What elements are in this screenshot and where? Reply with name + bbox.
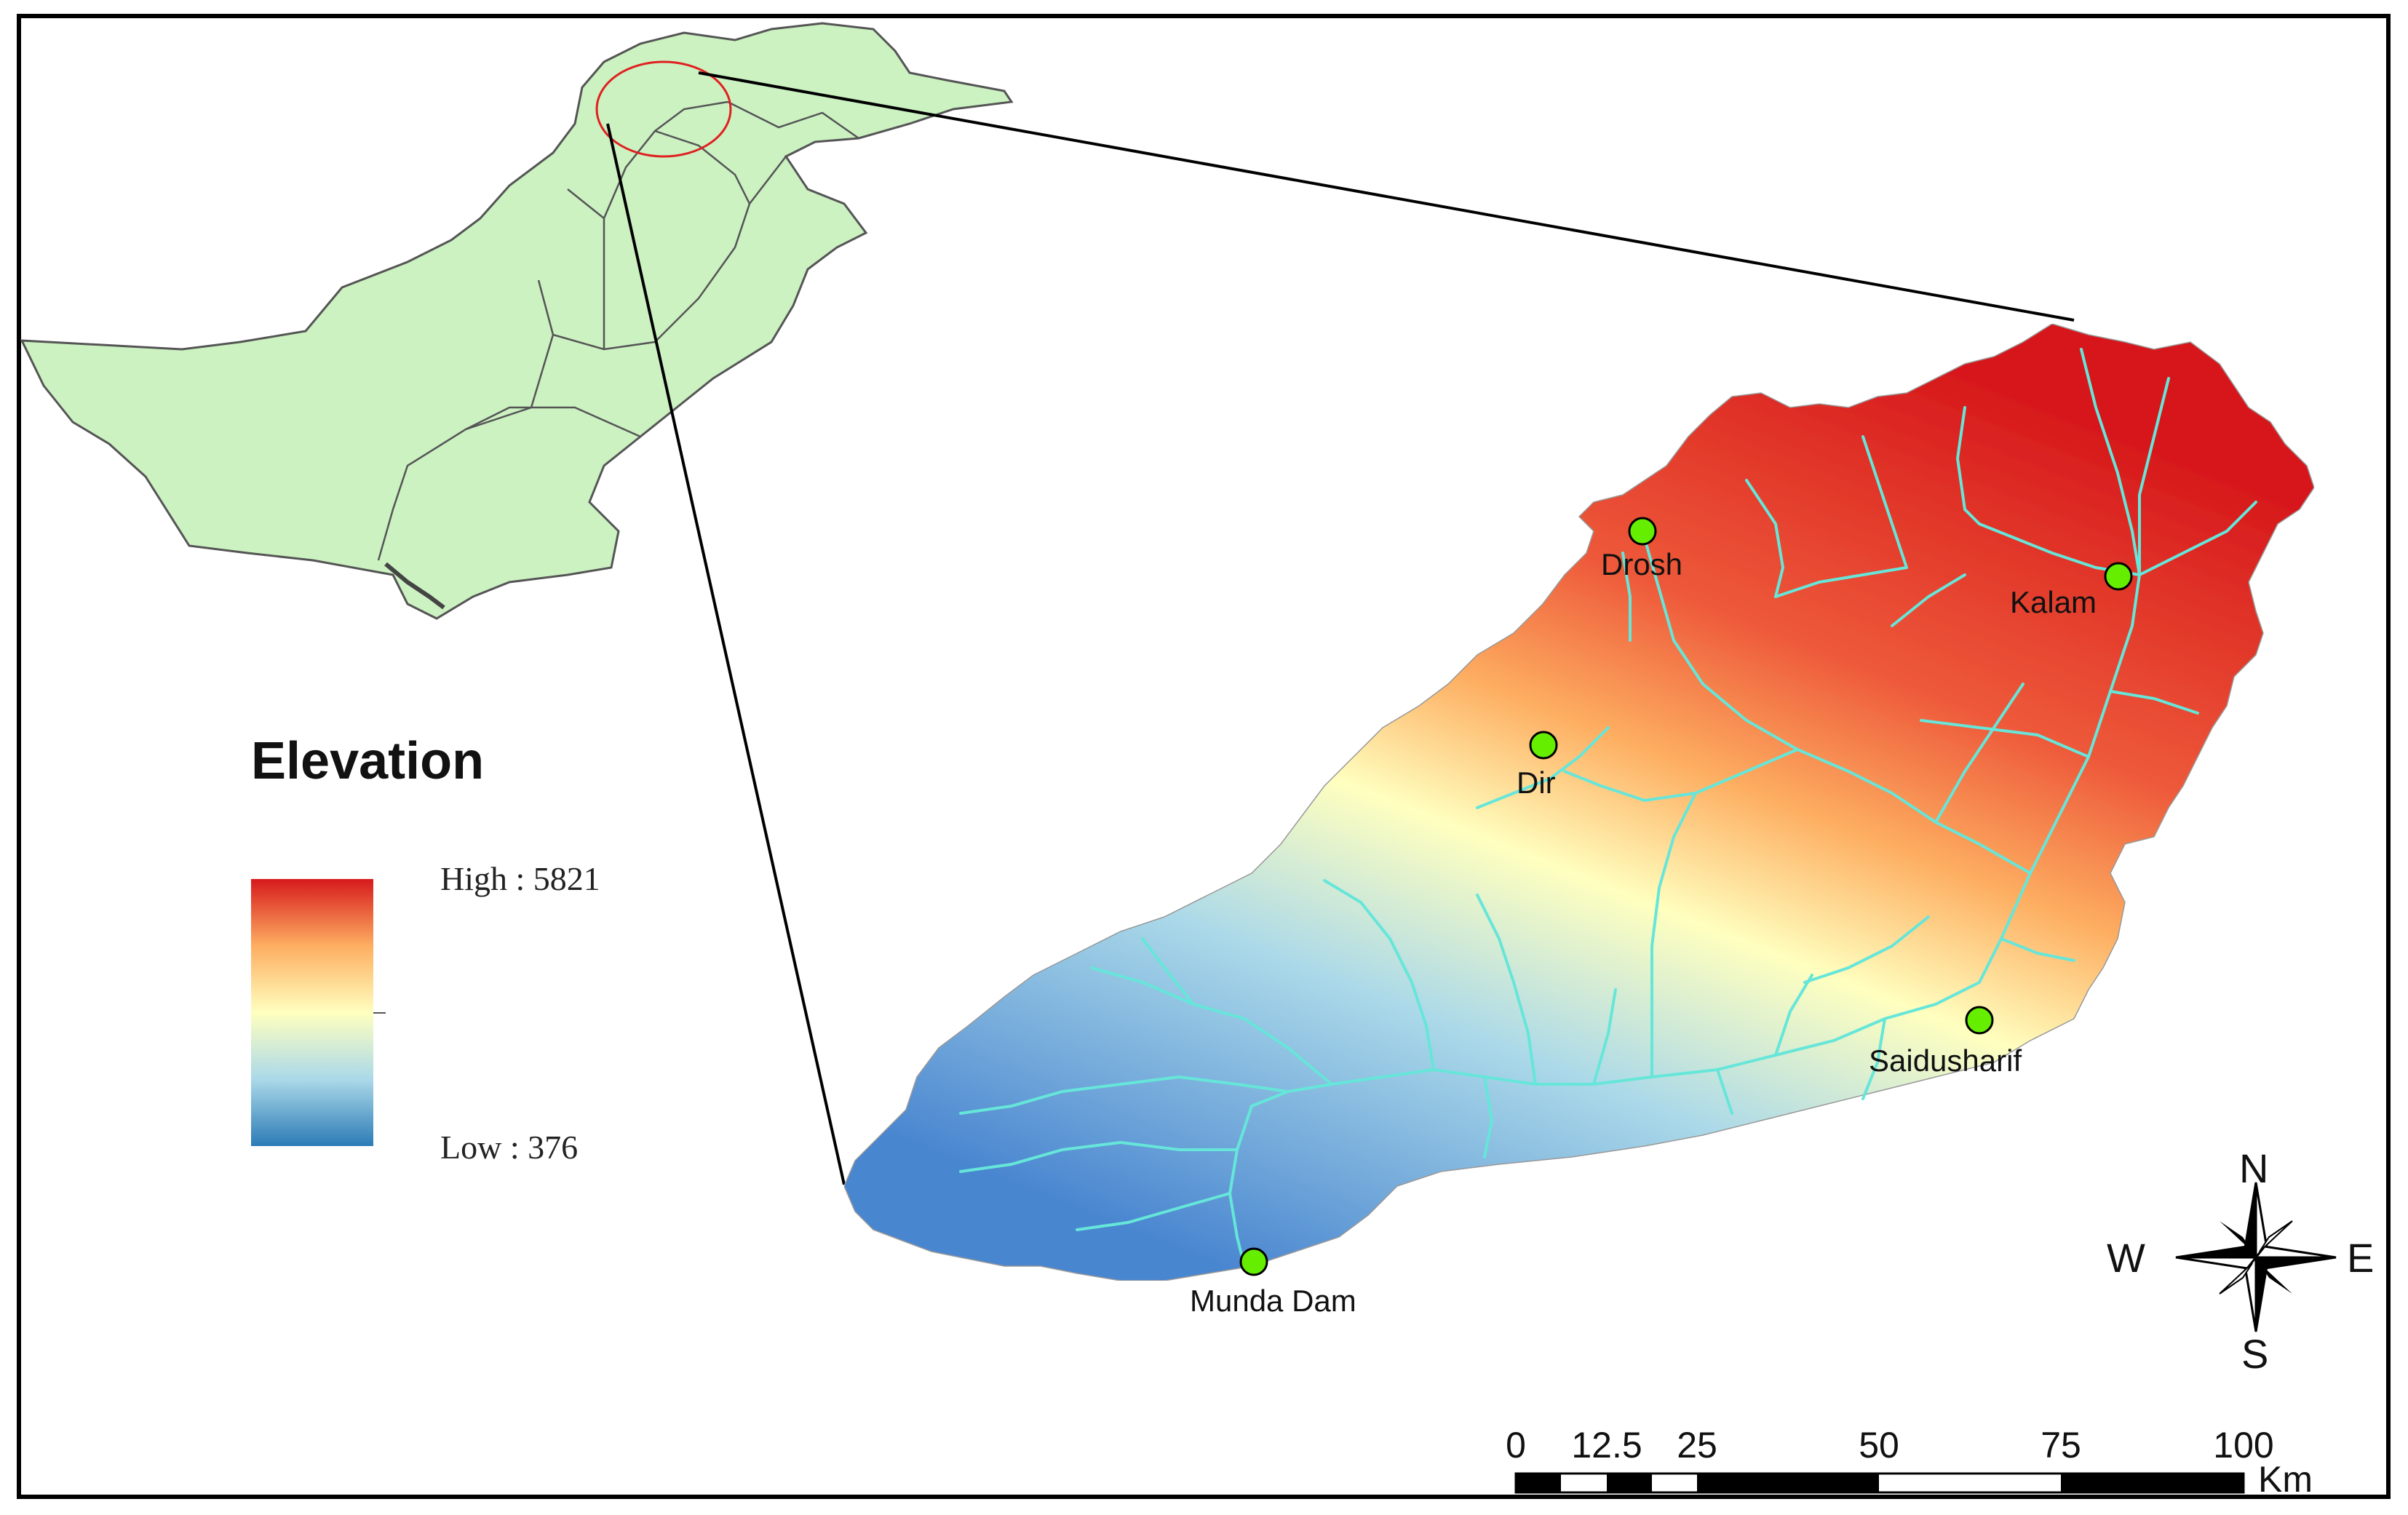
compass-south-label: S: [2241, 1331, 2268, 1377]
pakistan-inset-map: [20, 22, 1014, 620]
scale-segment: [1607, 1474, 1652, 1492]
site-dir: Dir: [1517, 731, 1558, 800]
green-circle-site-icon: [1628, 517, 1657, 546]
study-area-highlight-circle: [595, 60, 732, 158]
legend-low-label: Low : 376: [440, 1129, 578, 1166]
scale-label-100: 100: [2213, 1425, 2273, 1466]
site-markers: Drosh Kalam Dir Saidusharif Munda Dam: [1190, 517, 2133, 1318]
compass-east-label: E: [2347, 1235, 2374, 1281]
legend-title: Elevation: [251, 732, 484, 790]
elevation-legend: Elevation High : 5821 Low : 376: [251, 732, 600, 1166]
scale-label-50: 50: [1859, 1425, 1899, 1466]
scale-segment: [1697, 1474, 1879, 1492]
site-label-munda-dam: Munda Dam: [1190, 1284, 1356, 1318]
green-circle-site-icon: [1529, 731, 1558, 760]
site-label-saidusharif: Saidusharif: [1869, 1043, 2022, 1078]
site-label-kalam: Kalam: [2010, 585, 2097, 619]
site-drosh: Drosh: [1601, 517, 1682, 581]
scale-label-75: 75: [2041, 1425, 2081, 1466]
green-circle-site-icon: [2104, 562, 2133, 591]
site-label-drosh: Drosh: [1601, 547, 1682, 581]
scale-label-25: 25: [1677, 1425, 1717, 1466]
study-area-dem: [843, 323, 2315, 1281]
north-arrow-compass-icon: N S W E: [2107, 1145, 2374, 1377]
study-area-elevation-map: [843, 323, 2315, 1281]
site-label-dir: Dir: [1517, 766, 1556, 800]
inset-connector-lines: [606, 71, 2075, 1185]
green-circle-site-icon: [1965, 1006, 1994, 1035]
province-boundaries: [377, 100, 859, 620]
site-kalam: Kalam: [2010, 562, 2133, 619]
legend-color-ramp: [251, 879, 373, 1146]
compass-west-label: W: [2107, 1235, 2145, 1281]
main-river: [1228, 348, 2142, 1268]
legend-high-label: High : 5821: [440, 860, 600, 897]
compass-north-label: N: [2239, 1145, 2268, 1191]
site-saidusharif: Saidusharif: [1869, 1006, 2022, 1078]
coastline-delta: [384, 562, 445, 610]
site-munda-dam: Munda Dam: [1190, 1247, 1356, 1318]
scale-unit-label: Km: [2258, 1459, 2313, 1500]
river-network: [959, 348, 2257, 1268]
connector-line-top: [698, 71, 2075, 322]
scale-label-0: 0: [1506, 1425, 1526, 1466]
scale-label-12-5: 12.5: [1571, 1425, 1642, 1466]
scale-bar: 0 12.5 25 50 75 100 Km: [1506, 1425, 2313, 1500]
scale-segment: [1516, 1474, 1561, 1492]
scale-segment: [2061, 1474, 2244, 1492]
connector-line-bottom: [606, 123, 846, 1185]
green-circle-site-icon: [1239, 1247, 1268, 1276]
